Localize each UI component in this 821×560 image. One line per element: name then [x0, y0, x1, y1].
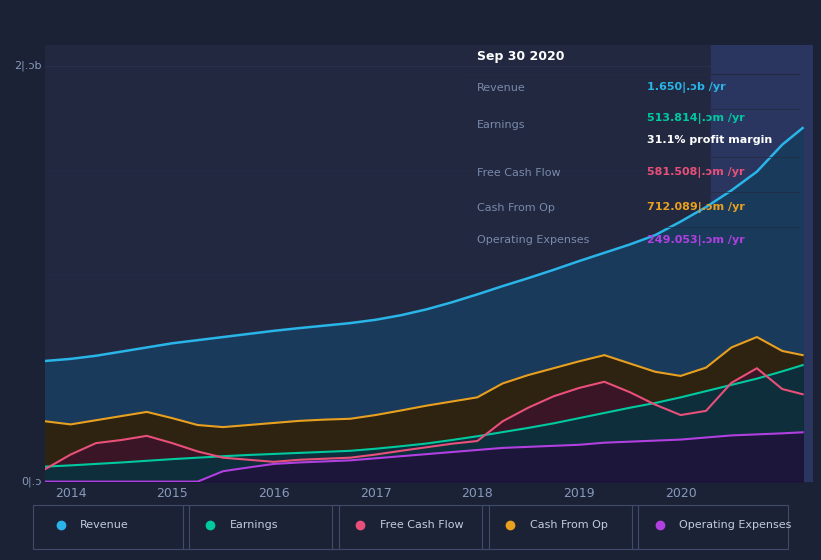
Text: Free Cash Flow: Free Cash Flow	[477, 168, 561, 178]
Text: 712.089|.ɔm /yr: 712.089|.ɔm /yr	[647, 202, 745, 213]
Text: Cash From Op: Cash From Op	[477, 203, 555, 213]
Text: Sep 30 2020: Sep 30 2020	[477, 50, 564, 63]
Text: 249.053|.ɔm /yr: 249.053|.ɔm /yr	[647, 235, 745, 246]
Text: 2|.ɔb: 2|.ɔb	[14, 60, 41, 71]
Text: Revenue: Revenue	[80, 520, 129, 530]
Bar	[711, 45, 813, 482]
Text: Free Cash Flow: Free Cash Flow	[380, 520, 463, 530]
Text: 1.650|.ɔb /yr: 1.650|.ɔb /yr	[647, 82, 726, 93]
Text: Earnings: Earnings	[477, 120, 525, 130]
Text: Revenue: Revenue	[477, 82, 525, 92]
Text: Earnings: Earnings	[230, 520, 278, 530]
Text: 581.508|.ɔm /yr: 581.508|.ɔm /yr	[647, 167, 745, 178]
Text: Operating Expenses: Operating Expenses	[477, 235, 589, 245]
Text: 513.814|.ɔm /yr: 513.814|.ɔm /yr	[647, 113, 745, 124]
Text: 31.1% profit margin: 31.1% profit margin	[647, 135, 773, 145]
Text: Cash From Op: Cash From Op	[530, 520, 608, 530]
Text: 0|.ɔ: 0|.ɔ	[21, 477, 41, 487]
Text: Operating Expenses: Operating Expenses	[679, 520, 791, 530]
